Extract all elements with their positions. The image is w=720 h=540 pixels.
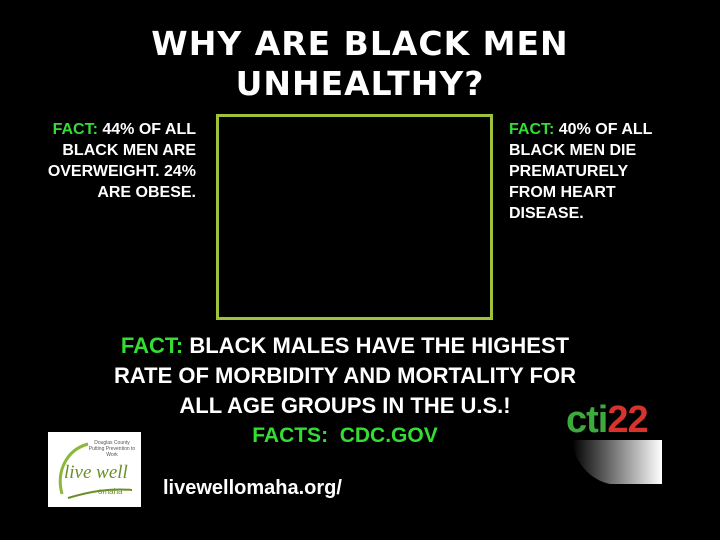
fact-line: ARE OBESE. [97,184,196,201]
fact-text: 40% OF ALL [558,121,653,138]
fact-text: 44% OF ALL [102,121,196,138]
cti-number: 22 [607,399,648,441]
fact-text: BLACK MALES HAVE THE HIGHEST [189,333,570,358]
cti-logo: cti22 [566,398,649,442]
fact-line: RATE OF MORBIDITY AND MORTALITY FOR [114,363,576,388]
title-line: WHY ARE BLACK MEN [151,24,569,63]
fact-line: FACT: 44% OF ALL [16,119,196,140]
live-well-logo: Douglas County Putting Prevention to Wor… [48,432,141,507]
fact-line: BLACK MEN ARE [62,142,196,159]
logo-name: live well [64,462,128,483]
right-fact: FACT: 40% OF ALL BLACK MEN DIE PREMATURE… [509,119,709,224]
logo-art [58,442,133,499]
fact-label: FACT: [120,333,184,358]
fact-line: FROM HEART [509,184,616,201]
left-fact: FACT: 44% OF ALL BLACK MEN ARE OVERWEIGH… [16,119,196,203]
fact-line: FACT: BLACK MALES HAVE THE HIGHEST [40,331,650,361]
fact-line: DISEASE. [509,205,584,222]
fact-line: FACT: 40% OF ALL [509,119,709,140]
cti-letters: cti [566,399,608,441]
url: livewellomaha.org/ [163,477,342,499]
source: FACTS: CDC.GOV [252,424,438,447]
fact-label: FACT: [52,121,98,138]
fact-line: PREMATURELY [509,163,629,180]
logo-swoosh [67,488,133,499]
title: WHY ARE BLACK MEN UNHEALTHY? [0,24,720,104]
fact-line: BLACK MEN DIE [509,142,637,159]
title-line: UNHEALTHY? [235,64,485,103]
logo-city: omaha [98,487,123,496]
fact-label: FACT: [509,121,555,138]
cti-shape [572,440,662,484]
logo-tagline: Douglas County Putting Prevention to Wor… [88,440,136,458]
logo-swoosh [58,442,89,495]
fact-line: ALL AGE GROUPS IN THE U.S.! [179,393,511,418]
fact-line: OVERWEIGHT. 24% [47,163,196,180]
image-frame [216,114,493,320]
main-fact: FACT: BLACK MALES HAVE THE HIGHEST RATE … [40,331,650,451]
cti-gradient [572,440,662,484]
